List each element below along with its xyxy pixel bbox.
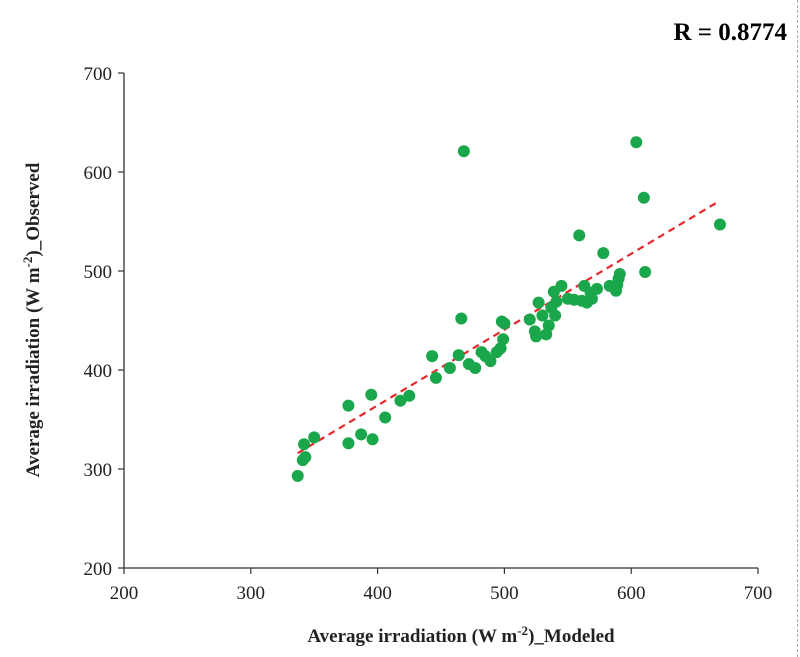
x-tick-label: 700: [744, 583, 773, 604]
data-point: [455, 312, 468, 325]
y-tick-label: 300: [84, 460, 113, 481]
data-point: [497, 333, 510, 346]
data-point: [532, 296, 545, 309]
data-point: [298, 438, 311, 451]
data-point: [555, 279, 568, 292]
data-point: [426, 350, 439, 363]
y-tick-label: 200: [84, 559, 113, 580]
data-point: [550, 295, 563, 308]
data-point: [530, 330, 543, 343]
x-tick-label: 300: [237, 583, 266, 604]
data-point: [429, 371, 442, 384]
y-tick-label: 400: [84, 361, 113, 382]
data-point: [597, 247, 610, 260]
ticks: 200 300 400 500 600 700 200 300 400 500 600 700: [84, 64, 773, 604]
data-point: [291, 469, 304, 482]
data-point: [498, 317, 511, 330]
data-point: [639, 265, 652, 278]
y-tick-label: 500: [84, 262, 113, 283]
x-axis-title: Average irradiation (W m-2)_Modeled: [307, 623, 615, 648]
x-tick-label: 600: [617, 583, 646, 604]
data-point: [585, 292, 598, 305]
data-point: [484, 355, 497, 368]
data-point: [536, 309, 549, 322]
data-point: [469, 362, 482, 375]
data-point: [549, 309, 562, 322]
data-point: [379, 411, 392, 424]
image-border: [797, 0, 798, 657]
data-point: [366, 433, 379, 446]
data-point: [452, 349, 465, 362]
data-point: [365, 388, 378, 401]
data-point: [443, 362, 456, 375]
data-point: [713, 218, 726, 231]
data-point: [342, 437, 355, 450]
data-point: [403, 389, 416, 402]
data-point: [523, 313, 536, 326]
y-axis-title: Average irradiation (W m-2)_Observed: [20, 162, 45, 477]
data-point: [394, 394, 407, 407]
data-point: [542, 319, 555, 332]
axes: [123, 73, 758, 569]
y-tick-label: 600: [84, 163, 113, 184]
x-tick-label: 400: [363, 583, 392, 604]
data-point: [355, 428, 368, 441]
x-tick-label: 200: [110, 583, 139, 604]
data-point: [342, 399, 355, 412]
data-point: [573, 229, 586, 242]
data-point: [308, 431, 321, 444]
y-tick-label: 700: [84, 64, 113, 85]
data-points: [291, 136, 726, 482]
data-point: [637, 191, 650, 204]
data-point: [299, 451, 312, 464]
data-point: [613, 267, 626, 280]
data-point: [590, 282, 603, 295]
data-point: [457, 145, 470, 158]
data-point: [630, 136, 643, 149]
r-value-annotation: R = 0.8774: [673, 19, 787, 46]
x-tick-label: 500: [490, 583, 519, 604]
